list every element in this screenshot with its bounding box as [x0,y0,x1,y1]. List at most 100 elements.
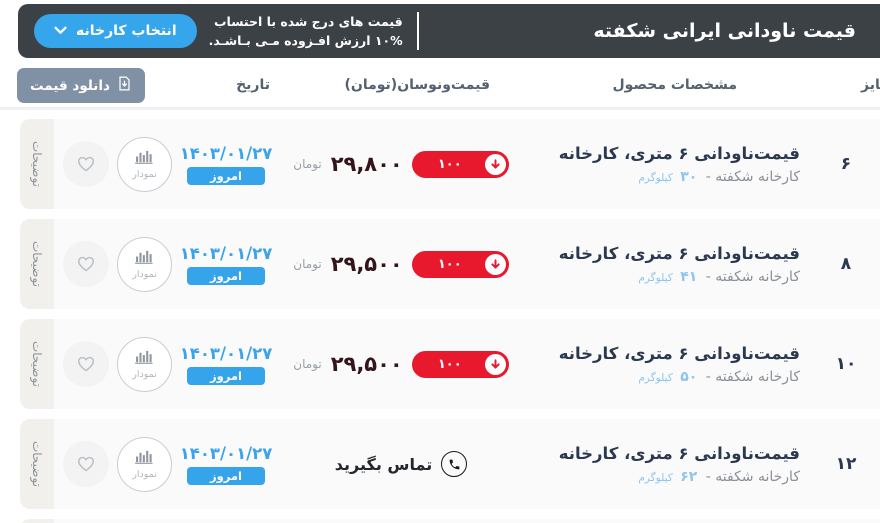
price-change-value: ۱۰۰ [437,356,462,372]
product-title[interactable]: قیمت‌ناودانی ۶ متری، کارخانه [558,243,800,263]
product-subtitle: کارخانه شکفته - ۴۱ کیلوگرم [522,269,800,285]
price-cell: ۱۰۰ ۲۹,۸۰۰ تومان [280,150,522,178]
weight-value: ۴۱ [680,268,698,285]
size-value: ۱۲ [835,454,857,474]
date-cell: ۱۴۰۳/۰۱/۲۷ امروز [172,244,280,285]
bar-chart-icon [135,249,154,268]
column-date: تاریخ [236,77,270,93]
factory-name: کارخانه شکفته - [705,468,800,485]
date-value: ۱۴۰۳/۰۱/۲۷ [179,443,273,463]
product-cell: قیمت‌ناودانی ۶ متری، کارخانه کارخانه شکف… [522,444,800,485]
date-value: ۱۴۰۳/۰۱/۲۷ [179,243,273,263]
favorite-button[interactable] [63,341,109,387]
column-product: مشخصات محصول [612,77,737,93]
select-factory-label: انتخاب کارخانه [76,23,177,39]
weight-unit: کیلوگرم [638,471,673,484]
today-badge: امروز [187,466,265,485]
details-tab[interactable]: توضیحات [20,319,54,409]
table-row: ۸ قیمت‌ناودانی ۶ متری، کارخانه کارخانه ش… [20,219,880,309]
details-tab[interactable]: توضیحات [20,119,54,209]
heart-icon [75,453,97,476]
price-value: ۲۹,۵۰۰ [330,352,403,376]
weight-unit: کیلوگرم [638,171,673,184]
favorite-button[interactable] [63,441,109,487]
page-title: قیمت ناودانی ایرانی شکفته [593,20,856,42]
date-value: ۱۴۰۳/۰۱/۲۷ [179,143,273,163]
details-tab-label: توضیحات [30,440,44,488]
select-factory-button[interactable]: انتخاب کارخانه [34,14,197,48]
chart-button-label: نمودار [132,268,157,280]
today-badge: امروز [187,366,265,385]
price-change-badge: ۱۰۰ [411,150,509,178]
factory-name: کارخانه شکفته - [705,368,800,385]
call-for-price[interactable]: تماس بگیرید [334,451,468,477]
details-tab[interactable]: توضیحات [20,519,54,523]
arrow-down-circle-icon [484,353,506,375]
price-value: ۲۹,۸۰۰ [330,152,403,176]
currency-label: تومان [293,157,322,171]
column-price: قیمت‌ونوسان(تومان) [344,77,490,93]
size-value: ۱۰ [835,354,857,374]
chart-button[interactable]: نمودار [117,236,172,292]
heart-icon [75,253,97,276]
call-label: تماس بگیرید [334,454,433,474]
size-value: ۸ [840,254,852,274]
column-size: سایز [861,77,880,93]
price-cell: تماس بگیرید [280,451,522,477]
product-subtitle: کارخانه شکفته - ۶۲ کیلوگرم [522,469,800,485]
weight-value: ۵۰ [680,368,698,385]
product-cell: قیمت‌ناودانی ۶ متری، کارخانه کارخانه شکف… [522,344,800,385]
price-cell: ۱۰۰ ۲۹,۵۰۰ تومان [280,250,522,278]
phone-icon [441,451,468,477]
page-header: قیمت ناودانی ایرانی شکفته قیمت های درج ش… [18,4,880,58]
chart-button-label: نمودار [132,368,157,380]
price-change-badge: ۱۰۰ [411,350,509,378]
download-price-button[interactable]: دانلود قیمت [17,68,145,103]
chart-button-label: نمودار [132,468,157,480]
product-subtitle: کارخانه شکفته - ۳۰ کیلوگرم [522,169,800,185]
table-row: ۱۲ قیمت‌ناودانی ۶ متری، کارخانه کارخانه … [20,419,880,509]
product-title[interactable]: قیمت‌ناودانی ۶ متری، کارخانه [558,443,800,463]
product-cell: قیمت‌ناودانی ۶ متری، کارخانه کارخانه شکف… [522,144,800,185]
vat-note: قیمت های درج شده با احتساب ۱۰% ارزش افـز… [208,11,419,51]
vat-note-line1: قیمت های درج شده با احتساب [213,13,403,29]
product-title[interactable]: قیمت‌ناودانی ۶ متری، کارخانه [558,343,800,363]
arrow-down-circle-icon [484,153,506,175]
bar-chart-icon [135,449,154,468]
details-tab[interactable]: توضیحات [20,419,54,509]
size-value: ۶ [840,154,852,174]
favorite-button[interactable] [63,141,109,187]
date-cell: ۱۴۰۳/۰۱/۲۷ امروز [172,444,280,485]
vat-note-line2: ۱۰% ارزش افـزوده مـی بـاشـد. [208,33,403,48]
chart-button[interactable]: نمودار [117,136,172,192]
price-value: ۲۹,۵۰۰ [330,252,403,276]
weight-unit: کیلوگرم [638,371,673,384]
download-price-label: دانلود قیمت [30,77,110,94]
arrow-down-circle-icon [484,253,506,275]
heart-icon [75,153,97,176]
price-change-value: ۱۰۰ [437,156,462,172]
details-tab[interactable]: توضیحات [20,219,54,309]
chart-button-label: نمودار [132,168,157,180]
weight-value: ۳۰ [680,168,698,185]
chart-button[interactable]: نمودار [117,336,172,392]
heart-icon [75,353,97,376]
price-change-badge: ۱۰۰ [411,250,509,278]
details-tab-label: توضیحات [30,340,44,388]
chart-button[interactable]: نمودار [117,436,172,492]
file-download-icon [117,76,132,95]
bar-chart-icon [135,349,154,368]
product-cell: قیمت‌ناودانی ۶ متری، کارخانه کارخانه شکف… [522,244,800,285]
date-value: ۱۴۰۳/۰۱/۲۷ [179,343,273,363]
weight-unit: کیلوگرم [638,271,673,284]
product-title[interactable]: قیمت‌ناودانی ۶ متری، کارخانه [558,143,800,163]
table-row: ۶ قیمت‌ناودانی ۶ متری، کارخانه کارخانه ش… [20,119,880,209]
table-row: ۱۰ قیمت‌ناودانی ۶ متری، کارخانه کارخانه … [20,319,880,409]
factory-name: کارخانه شکفته - [705,268,800,285]
price-change-value: ۱۰۰ [437,256,462,272]
chevron-down-icon [54,23,67,39]
today-badge: امروز [187,266,265,285]
table-column-header: سایز مشخصات محصول قیمت‌ونوسان(تومان) تار… [0,62,880,110]
date-cell: ۱۴۰۳/۰۱/۲۷ امروز [172,144,280,185]
favorite-button[interactable] [63,241,109,287]
